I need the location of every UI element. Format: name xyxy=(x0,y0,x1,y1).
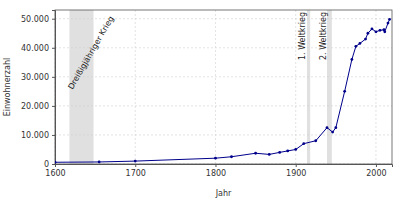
y-tick-mark xyxy=(52,77,55,78)
y-axis: 0 10.000 20.000 30.000 40.000 50.000 xyxy=(21,11,56,170)
grid-line xyxy=(55,47,392,48)
x-axis: 1600 1700 1800 1900 2000 xyxy=(45,164,392,178)
y-tick-label: 20.000 xyxy=(21,102,49,111)
annotation: 1. Weltkrieg xyxy=(298,12,307,60)
plot-area xyxy=(55,18,391,164)
x-tick-label: 2000 xyxy=(366,169,386,178)
annotation: 2. Weltkrieg xyxy=(319,12,328,60)
x-tick-mark xyxy=(135,164,136,167)
data-point xyxy=(134,160,137,163)
data-point xyxy=(387,22,390,25)
grid xyxy=(55,10,392,164)
y-tick-mark xyxy=(52,164,55,165)
y-tick: 10.000 xyxy=(21,131,55,140)
data-point xyxy=(379,29,382,32)
data-point xyxy=(383,30,386,33)
y-tick-mark xyxy=(52,106,55,107)
x-tick-label: 1800 xyxy=(206,169,226,178)
data-point xyxy=(388,18,391,21)
data-point xyxy=(286,150,289,153)
x-tick: 1800 xyxy=(206,164,226,178)
x-tick-mark xyxy=(215,164,216,167)
data-point xyxy=(294,148,297,151)
period-band xyxy=(327,10,332,164)
data-point xyxy=(268,153,271,156)
y-tick: 30.000 xyxy=(21,73,55,82)
data-point xyxy=(214,157,217,160)
data-point xyxy=(98,161,101,164)
grid-line xyxy=(55,76,392,77)
grid-line xyxy=(215,10,216,164)
y-tick-mark xyxy=(52,19,55,20)
grid-line xyxy=(55,134,392,135)
x-tick-label: 1900 xyxy=(286,169,306,178)
data-point xyxy=(375,30,378,33)
data-point xyxy=(359,42,362,45)
data-point xyxy=(331,131,334,134)
chart: 1600 1700 1800 1900 2000 0 10.000 20.000 30.000 4… xyxy=(0,0,400,200)
population-line xyxy=(55,19,390,162)
x-tick-label: 1600 xyxy=(45,169,65,178)
y-tick-label: 30.000 xyxy=(21,73,49,82)
x-tick-label: 1700 xyxy=(126,169,146,178)
data-point xyxy=(302,142,305,145)
data-point xyxy=(230,155,233,158)
y-tick: 20.000 xyxy=(21,102,55,111)
y-tick-mark xyxy=(52,135,55,136)
data-point xyxy=(314,139,317,142)
x-tick: 1700 xyxy=(126,164,146,178)
y-tick: 50.000 xyxy=(21,15,55,24)
y-tick-label: 0 xyxy=(44,160,49,169)
y-axis-title: Einwohnerzahl xyxy=(3,58,12,117)
y-tick-label: 50.000 xyxy=(21,15,49,24)
data-point xyxy=(278,151,281,154)
data-point xyxy=(364,38,367,41)
data-point xyxy=(326,126,329,129)
grid-line xyxy=(375,10,376,164)
annotations: Dreißigjähriger Krieg 1. Weltkrieg 2. Welt… xyxy=(66,12,327,91)
grid-line xyxy=(295,10,296,164)
data-point xyxy=(354,45,357,48)
data-point xyxy=(343,90,346,93)
data-point xyxy=(367,32,370,35)
data-point xyxy=(350,58,353,61)
x-axis-title: Jahr xyxy=(215,189,232,198)
x-tick-mark xyxy=(296,164,297,167)
x-tick-mark xyxy=(376,164,377,167)
x-tick: 2000 xyxy=(366,164,386,178)
grid-line xyxy=(135,10,136,164)
data-point xyxy=(254,152,257,155)
data-point xyxy=(371,27,374,30)
y-tick: 0 xyxy=(44,160,55,169)
x-tick: 1900 xyxy=(286,164,306,178)
y-tick-label: 10.000 xyxy=(21,131,49,140)
data-point xyxy=(334,126,337,129)
annotation: Dreißigjähriger Krieg xyxy=(66,15,115,91)
periods xyxy=(69,10,331,164)
data-point xyxy=(55,161,56,164)
y-tick: 40.000 xyxy=(21,44,55,53)
x-axis-line xyxy=(56,165,393,168)
y-tick-label: 40.000 xyxy=(21,44,49,53)
plot-frame xyxy=(55,10,392,164)
y-tick-mark xyxy=(52,48,55,49)
